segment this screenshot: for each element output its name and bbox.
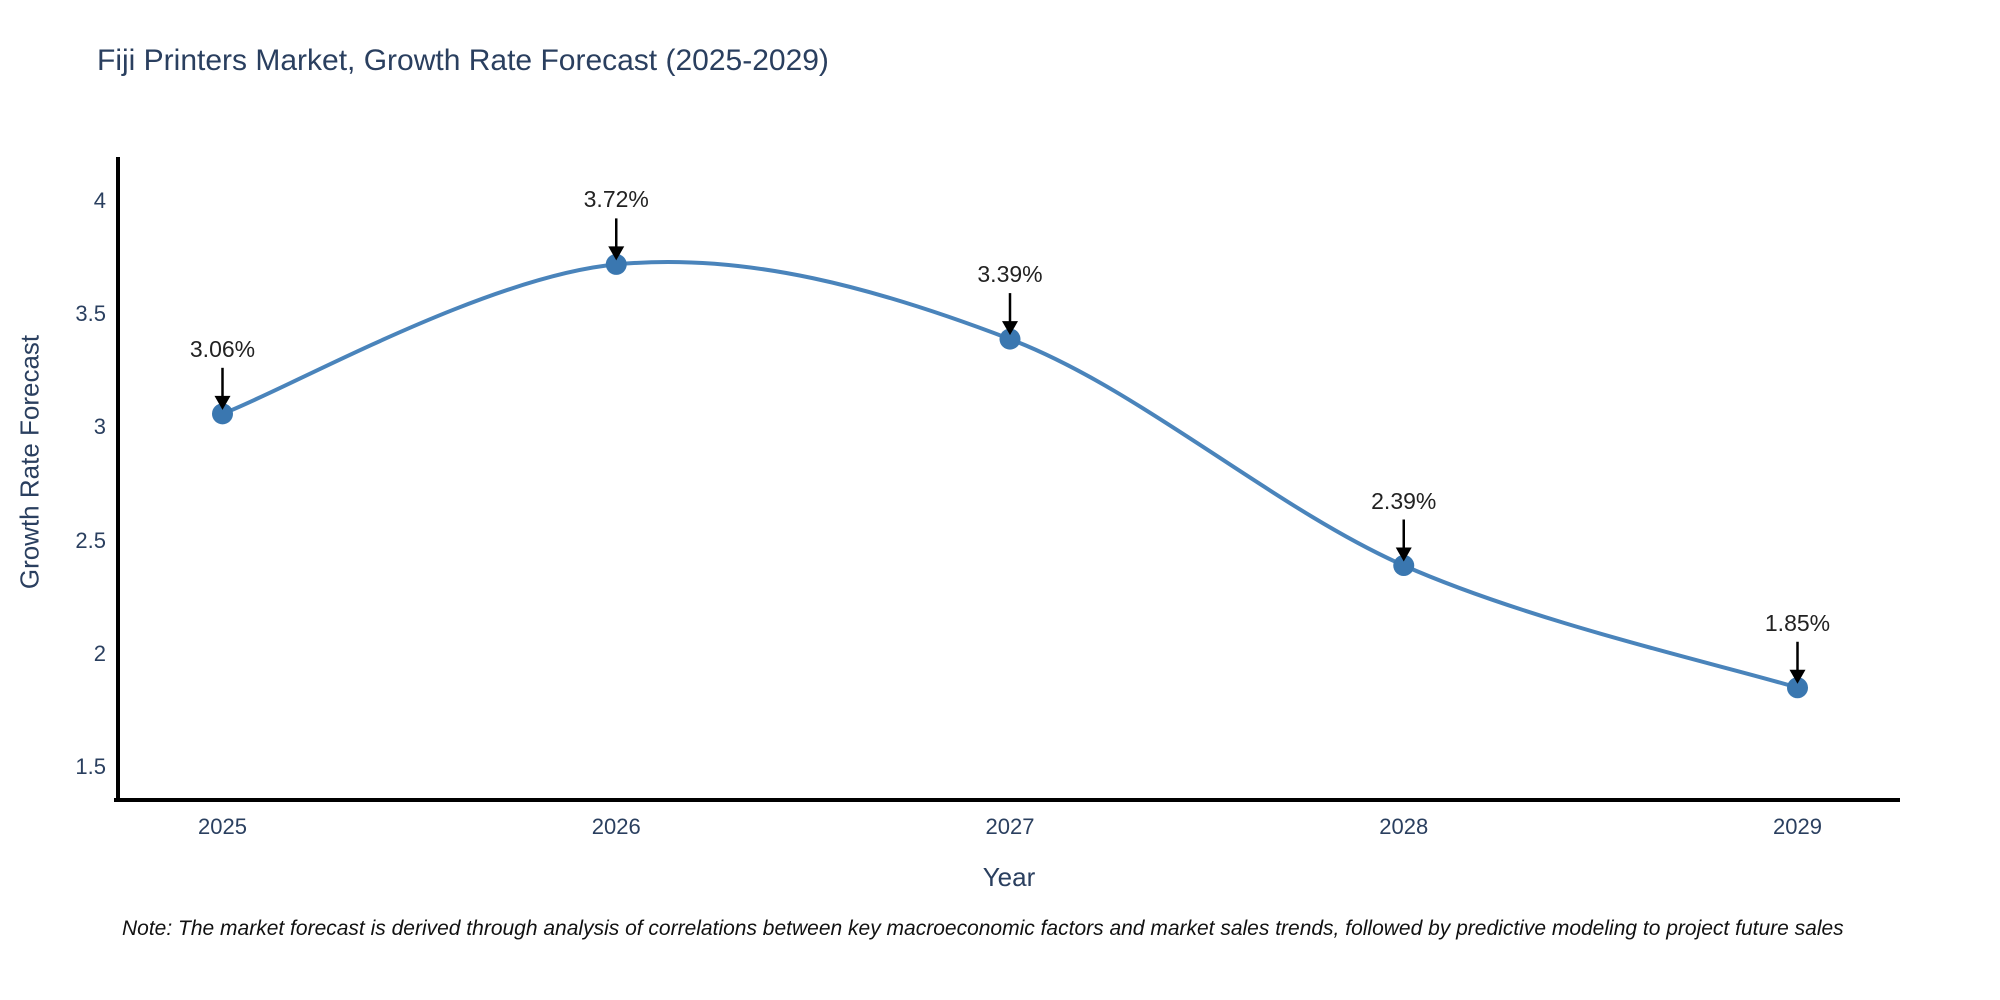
data-point-marker [1787,677,1808,699]
y-tick-label: 4 [93,188,106,213]
x-tick-label: 2029 [1773,814,1822,839]
annotation-arrow-head [1789,669,1806,684]
y-tick-label: 3.5 [75,301,106,327]
y-tick-label: 1.5 [75,754,106,779]
data-point-label: 2.39% [1371,487,1437,514]
x-tick-label: 2028 [1379,814,1429,839]
annotation-arrow-head [1395,547,1412,562]
y-tick-label: 3 [93,414,106,440]
y-tick-label: 2 [93,640,106,666]
data-point-marker [1393,555,1415,577]
chart-title: Fiji Printers Market, Growth Rate Foreca… [97,44,829,77]
data-point-marker [999,328,1021,350]
data-point-marker [605,253,627,275]
methodology-note: Note: The market forecast is derived thr… [122,917,1844,940]
annotation-arrow-head [214,395,231,410]
data-point-marker [212,403,233,425]
annotation-arrow-head [1002,321,1018,336]
data-point-label: 1.85% [1764,609,1831,636]
x-tick-label: 2025 [198,814,247,839]
data-point-label: 3.06% [189,335,256,362]
x-tick-label: 2027 [985,814,1035,839]
data-point-label: 3.39% [977,261,1043,288]
annotation-arrow-head [608,246,625,261]
data-point-label: 3.72% [583,186,649,213]
x-axis-title: Year [982,862,1036,892]
x-tick-label: 2026 [591,814,641,839]
y-tick-label: 2.5 [75,527,106,553]
